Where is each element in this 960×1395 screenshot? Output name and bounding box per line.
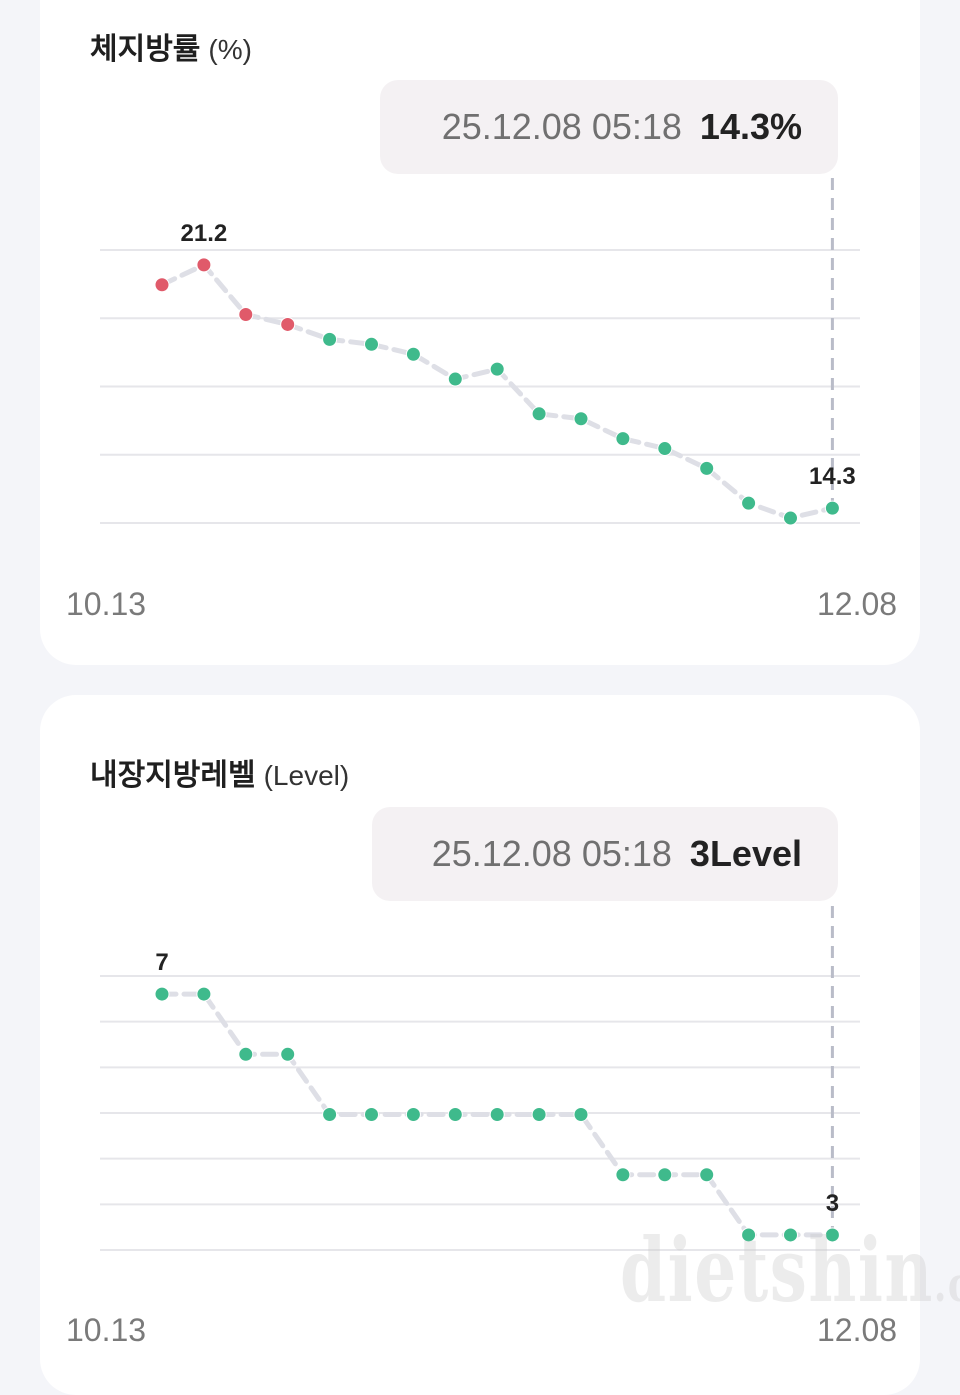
chart-tooltip: 25.12.08 05:18 14.3%	[380, 80, 838, 174]
data-point	[824, 1227, 840, 1243]
chart-title-text: 내장지방레벨	[90, 759, 256, 792]
data-point	[489, 361, 505, 377]
tooltip-date: 25.12.08 05:18	[431, 833, 672, 874]
visceral-fat-card: 내장지방레벨 (Level) 25.12.08 05:18 3Level	[40, 695, 920, 1395]
chart-title-text: 체지방률	[90, 33, 201, 66]
data-point	[699, 460, 715, 476]
data-point	[322, 1107, 338, 1123]
data-point	[615, 431, 631, 447]
data-point	[154, 277, 170, 293]
data-point	[824, 500, 840, 516]
data-point	[196, 986, 212, 1002]
data-point	[364, 1107, 379, 1123]
data-label: 7	[155, 949, 168, 976]
data-point	[405, 346, 421, 362]
data-point	[615, 1167, 631, 1183]
data-point	[489, 1107, 505, 1123]
chart-unit: (%)	[208, 34, 252, 65]
x-end-label: 12.08	[817, 1312, 898, 1348]
data-label: 21.2	[181, 220, 228, 247]
tooltip-value: 14.3%	[699, 106, 802, 147]
data-point	[741, 495, 757, 511]
x-start-label: 10.13	[66, 586, 147, 622]
data-point	[783, 1227, 798, 1243]
data-point	[657, 1167, 673, 1183]
data-point	[238, 1046, 254, 1062]
body-fat-card: 체지방률 (%) 25.12.08 05:18 14.3%	[40, 0, 920, 665]
data-point	[405, 1107, 421, 1123]
data-point	[238, 307, 254, 323]
data-point	[531, 406, 547, 422]
data-point	[783, 510, 798, 526]
data-point	[196, 257, 212, 273]
chart-title: 내장지방레벨 (Level)	[90, 750, 349, 794]
x-end-label: 12.08	[817, 586, 898, 622]
data-point	[573, 411, 589, 427]
data-point	[741, 1227, 757, 1243]
data-point	[531, 1107, 547, 1123]
data-label: 14.3	[809, 463, 856, 490]
data-point	[322, 331, 338, 347]
data-point	[447, 371, 463, 387]
data-label: 3	[826, 1190, 839, 1217]
chart-unit: (Level)	[263, 760, 350, 791]
body-fat-line-chart: 21.2 14.3	[100, 178, 860, 526]
data-point	[280, 1046, 296, 1062]
tooltip-date: 25.12.08 05:18	[441, 106, 682, 147]
data-point	[280, 316, 296, 332]
data-point	[573, 1107, 589, 1123]
chart-tooltip: 25.12.08 05:18 3Level	[372, 807, 838, 901]
x-start-label: 10.13	[66, 1312, 147, 1348]
data-point	[364, 336, 379, 352]
visceral-fat-line-chart: 73	[100, 906, 860, 1251]
chart-title: 체지방률 (%)	[90, 24, 252, 68]
data-point	[447, 1107, 463, 1123]
tooltip-value: 3Level	[689, 833, 802, 874]
watermark-logo: dietshin.com	[620, 1218, 960, 1322]
data-point	[154, 986, 170, 1002]
data-point	[699, 1167, 715, 1183]
data-point	[657, 441, 673, 457]
